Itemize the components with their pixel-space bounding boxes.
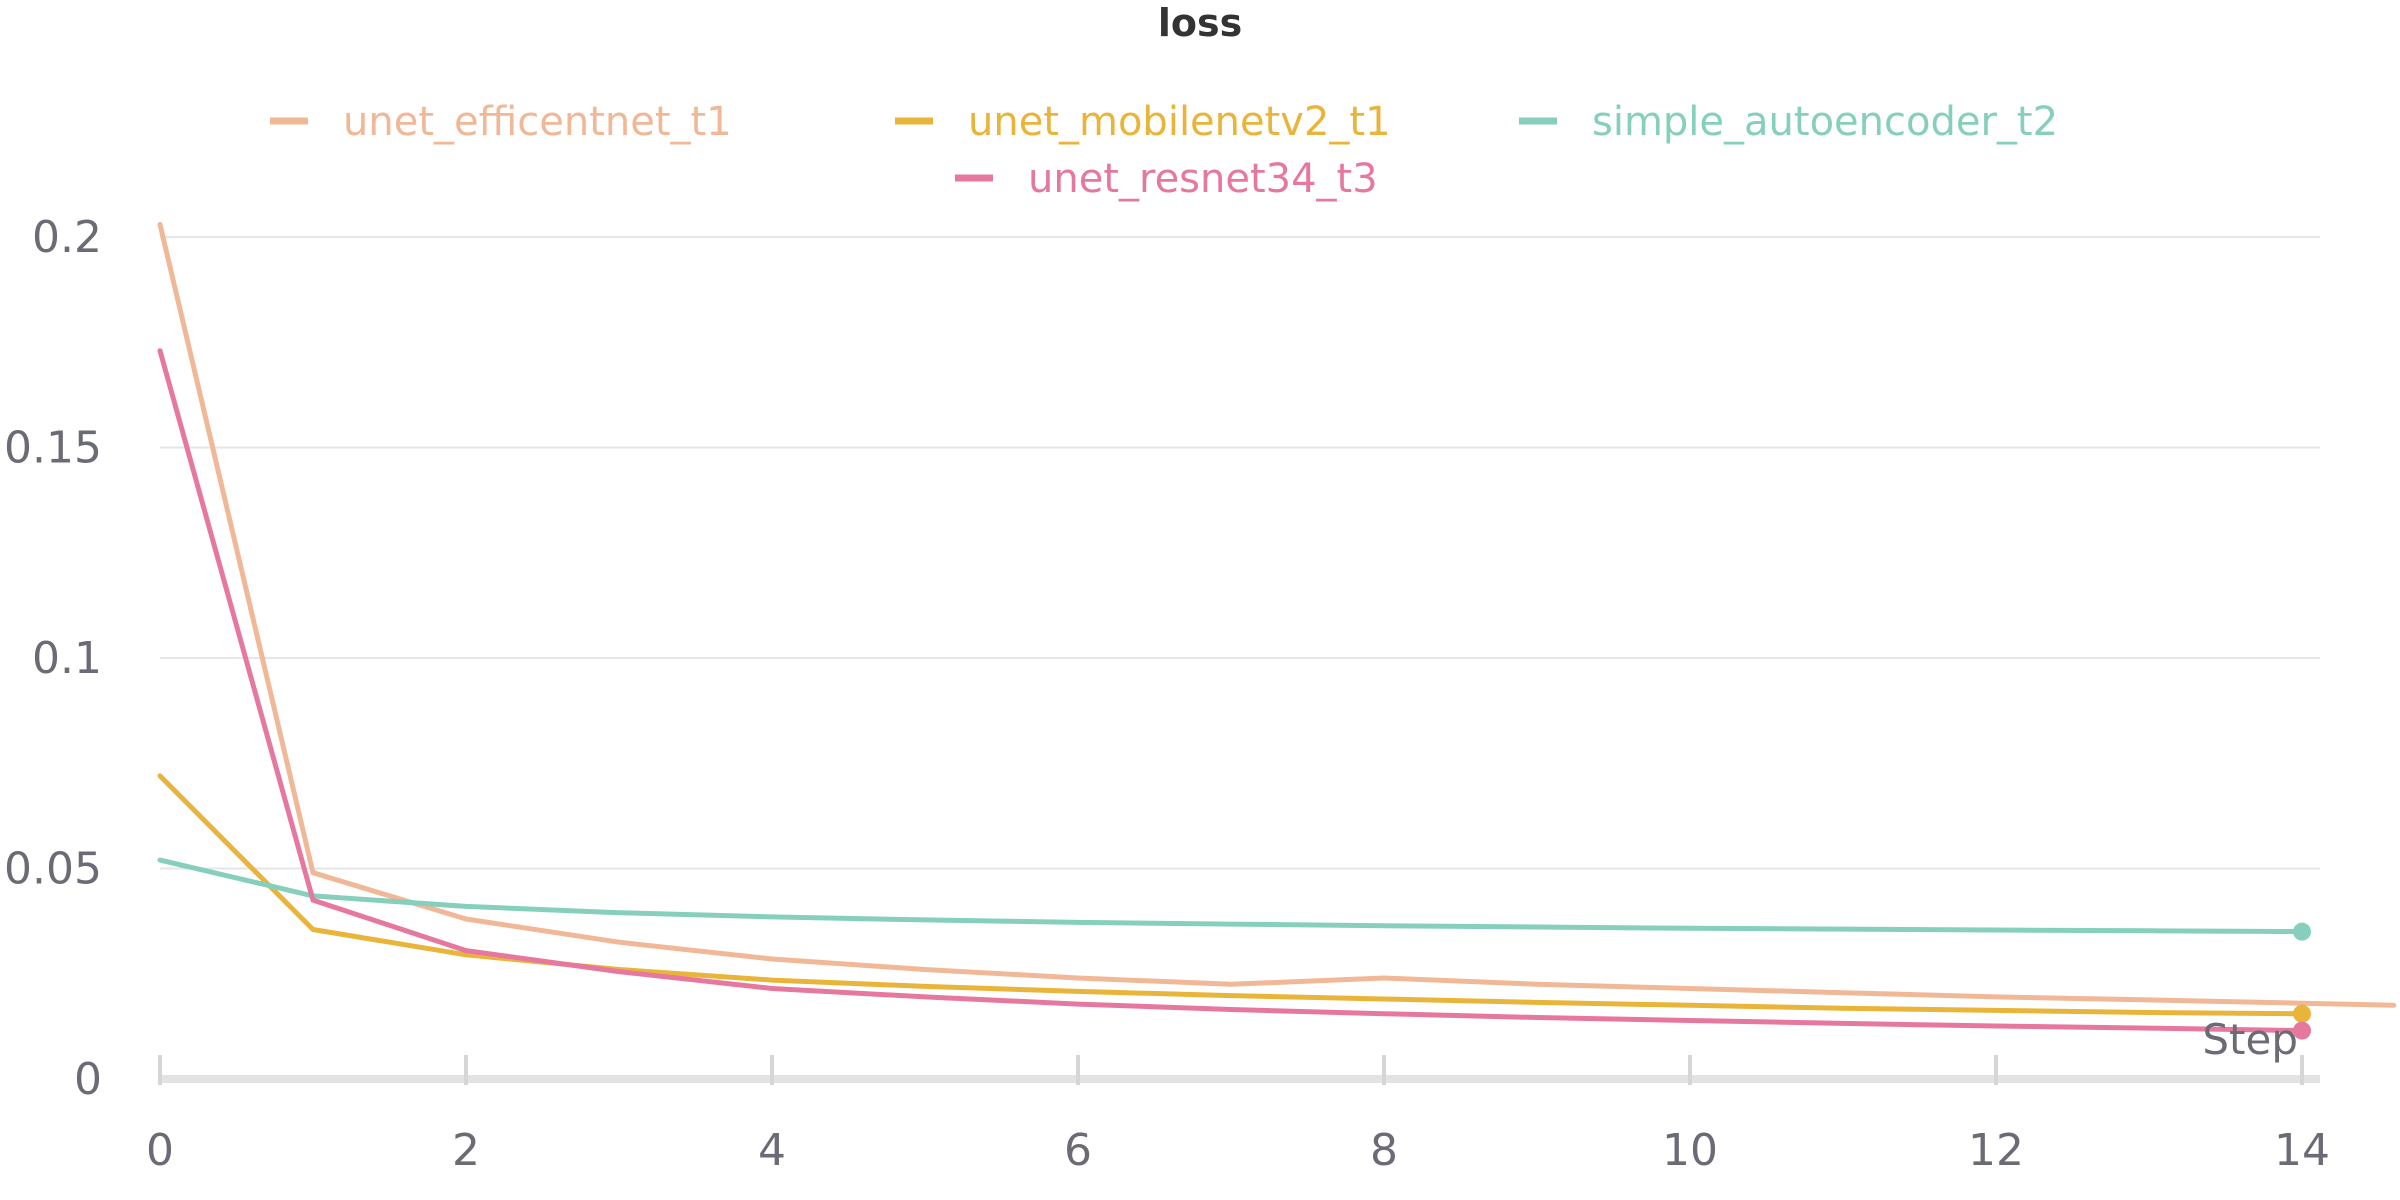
series-line[interactable]: [157, 221, 2397, 1008]
y-tick-label: 0.2: [32, 212, 102, 263]
legend-item[interactable]: simple_autoencoder_t2: [1519, 99, 2058, 145]
x-axis-title: Step: [2202, 1015, 2298, 1064]
legend-label: unet_resnet34_t3: [1028, 156, 1378, 202]
y-tick-label: 0.15: [4, 423, 102, 474]
legend-label: unet_efficentnet_t1: [343, 99, 732, 145]
x-tick-label: 4: [758, 1125, 786, 1176]
x-tick-label: 10: [1662, 1125, 1718, 1176]
y-axis-ticks: 0 0.05 0.1 0.15 0.2: [4, 212, 102, 1105]
x-tick-label: 12: [1968, 1125, 2024, 1176]
y-tick-label: 0: [74, 1054, 102, 1105]
legend-label: simple_autoencoder_t2: [1592, 99, 2058, 145]
series-line[interactable]: [157, 773, 2305, 1017]
grid-lines: [160, 236, 2320, 870]
legend-item[interactable]: unet_resnet34_t3: [955, 156, 1378, 202]
series-end-point[interactable]: [2293, 1004, 2311, 1023]
x-tick-label: 2: [452, 1125, 480, 1176]
legend: unet_efficentnet_t1 unet_mobilenetv2_t1 si…: [270, 99, 2058, 202]
series-end-markers: [2293, 922, 2311, 1040]
series-lines: [157, 221, 2397, 1034]
x-tick-label: 14: [2274, 1125, 2330, 1176]
y-tick-label: 0.1: [32, 633, 102, 684]
legend-item[interactable]: unet_efficentnet_t1: [270, 99, 732, 145]
series-line[interactable]: [157, 857, 2305, 935]
legend-item[interactable]: unet_mobilenetv2_t1: [895, 99, 1391, 145]
y-tick-label: 0.05: [4, 844, 102, 895]
x-axis: 0 2 4 6 8 10 12 14: [146, 1055, 2330, 1176]
legend-label: unet_mobilenetv2_t1: [968, 99, 1391, 145]
series-end-point[interactable]: [2293, 1021, 2311, 1040]
x-tick-label: 8: [1370, 1125, 1398, 1176]
series-line[interactable]: [157, 348, 2305, 1034]
chart-title: loss: [1158, 1, 1242, 45]
series-end-point[interactable]: [2293, 922, 2311, 941]
x-tick-label: 0: [146, 1125, 174, 1176]
x-tick-label: 6: [1064, 1125, 1092, 1176]
